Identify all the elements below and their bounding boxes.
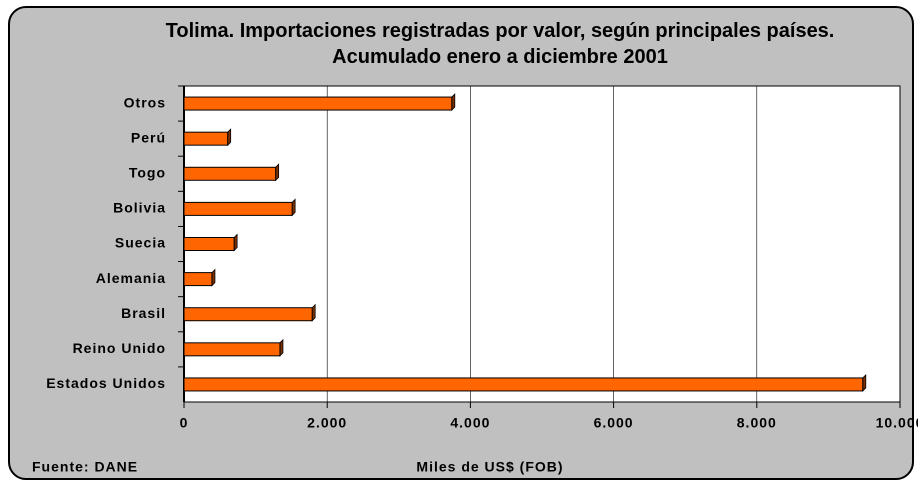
x-axis-label: Miles de US$ (FOB) xyxy=(416,459,563,475)
y-tick-label: Bolivia xyxy=(113,200,166,216)
y-tick-label: Estados Unidos xyxy=(46,375,166,391)
bar xyxy=(183,166,277,181)
x-tick-label: 4.000 xyxy=(450,415,490,431)
x-tick-label: 2.000 xyxy=(307,415,347,431)
bar xyxy=(183,96,453,111)
bar xyxy=(183,342,281,357)
bar xyxy=(183,131,229,146)
y-tick-label: Brasil xyxy=(121,305,166,321)
y-tick-label: Togo xyxy=(129,164,166,180)
x-tick-label: 6.000 xyxy=(594,415,634,431)
plot-area xyxy=(183,85,901,403)
y-tick-label: Alemania xyxy=(96,270,166,286)
x-tick-label: 8.000 xyxy=(737,415,777,431)
bar xyxy=(183,237,235,251)
source: Fuente: DANE xyxy=(32,459,138,475)
bar xyxy=(183,307,313,322)
bar xyxy=(183,377,864,392)
y-tick-label: Reino Unido xyxy=(73,340,166,356)
y-tick-label: Otros xyxy=(124,94,166,110)
y-tick-label: Perú xyxy=(131,129,166,145)
bar xyxy=(183,201,293,216)
x-tick-label: 10.000 xyxy=(876,415,918,431)
y-tick-label: Suecia xyxy=(115,235,166,251)
chart-title: Tolima. Importaciones registradas por va… xyxy=(165,20,835,68)
x-tick-label: 0 xyxy=(180,415,189,431)
bar xyxy=(183,272,213,287)
